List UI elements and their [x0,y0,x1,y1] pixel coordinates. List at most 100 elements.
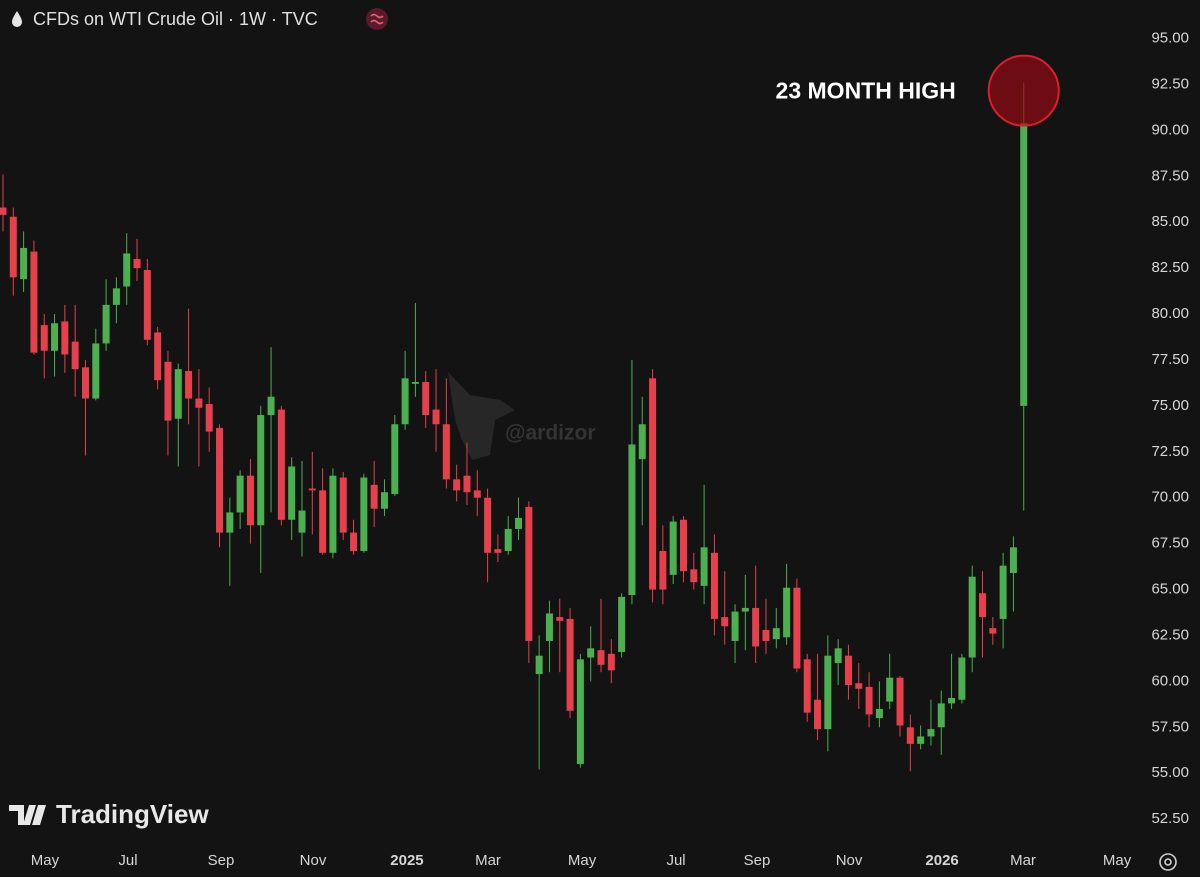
candle-body [216,427,224,533]
candle-body [185,370,193,399]
candle-body [576,659,584,765]
candle-body [195,398,203,408]
x-tick-label: 2026 [925,852,958,869]
y-tick-label: 77.50 [1151,351,1189,368]
candle-body [679,519,687,572]
candle-body [40,325,48,351]
candle-body [535,655,543,675]
x-tick-label: May [568,852,597,869]
candle-body [51,323,59,351]
y-tick-label: 85.00 [1151,213,1189,230]
candle-body [226,512,234,533]
watermark-text: @ardizor [505,422,596,445]
candles [0,82,1028,772]
candle-body [545,613,553,641]
settings-icon[interactable] [1159,853,1177,871]
candle-body [752,607,760,647]
candle-body [257,415,265,526]
highlight-circle [987,54,1060,127]
candle-body [515,517,523,529]
watermark-figure [448,372,515,460]
settings[interactable] [1159,853,1177,871]
candle-body [391,424,399,495]
candle-body [154,332,162,381]
candle-body [999,565,1007,619]
candle-body [669,521,677,575]
candle-body [927,729,935,737]
y-tick-label: 92.50 [1151,75,1189,92]
candle-body [968,576,976,658]
candle-body [834,648,842,664]
brand: TradingView [9,799,209,829]
candle-body [9,216,17,278]
candle-body [174,369,182,419]
candle-body [370,484,378,509]
candle-body [298,510,306,533]
candle-body [772,628,780,640]
y-tick-label: 72.50 [1151,443,1189,460]
candle-body [844,655,852,686]
candle-body [401,378,409,425]
x-tick-label: Sep [744,852,771,869]
status-badge[interactable] [366,8,388,30]
candle-body [319,490,327,553]
brand-name: TradingView [56,799,209,829]
candle-body [917,736,925,744]
candle-body [288,466,296,520]
candle-body [20,247,28,280]
candle-body [236,475,244,513]
candle-body [803,659,811,713]
candle-body [824,655,832,730]
candle-body [102,304,110,344]
symbol-title: CFDs on WTI Crude Oil · 1W · TVC [33,9,318,29]
candle-body [246,475,254,526]
oil-icon [12,11,22,27]
candle-body [886,677,894,702]
y-tick-label: 75.00 [1151,397,1189,414]
candle-body [164,361,172,421]
candle-body [1020,123,1028,406]
candle-body [339,477,347,533]
candle-body [442,424,450,480]
candle-body [875,708,883,719]
candle-body [855,683,863,689]
candle-body [989,628,997,634]
candle-body [473,490,481,498]
candle-body [710,552,718,619]
status-badge-icon [370,13,384,25]
x-tick-label: Nov [300,852,327,869]
candle-body [484,497,492,553]
y-tick-label: 52.50 [1151,810,1189,827]
x-tick-label: Mar [475,852,501,869]
x-tick-label: Jul [118,852,137,869]
candle-body [731,611,739,641]
candle-body [30,251,38,353]
candle-body [133,258,141,269]
candle-body [205,404,213,432]
x-tick-label: 2025 [390,852,423,869]
y-tick-label: 90.00 [1151,121,1189,138]
candle-body [566,618,574,711]
y-tick-label: 80.00 [1151,305,1189,322]
candle-body [659,550,667,590]
x-tick-label: May [31,852,60,869]
candle-body [453,479,461,491]
candle-body [1009,547,1017,574]
candle-body [71,341,79,370]
annotation: 23 MONTH HIGH [776,78,956,104]
candle-body [92,343,100,399]
y-tick-label: 65.00 [1151,581,1189,598]
x-tick-label: Jul [666,852,685,869]
header: CFDs on WTI Crude Oil · 1W · TVC [12,8,388,30]
candle-body [618,596,626,652]
x-tick-label: May [1103,852,1132,869]
candle-body [948,697,956,704]
candle-body [277,409,285,520]
candle-body [587,648,595,658]
brand-logo [9,805,46,825]
candle-body [741,607,749,612]
candle-body [267,396,275,416]
candle-body [649,378,657,590]
